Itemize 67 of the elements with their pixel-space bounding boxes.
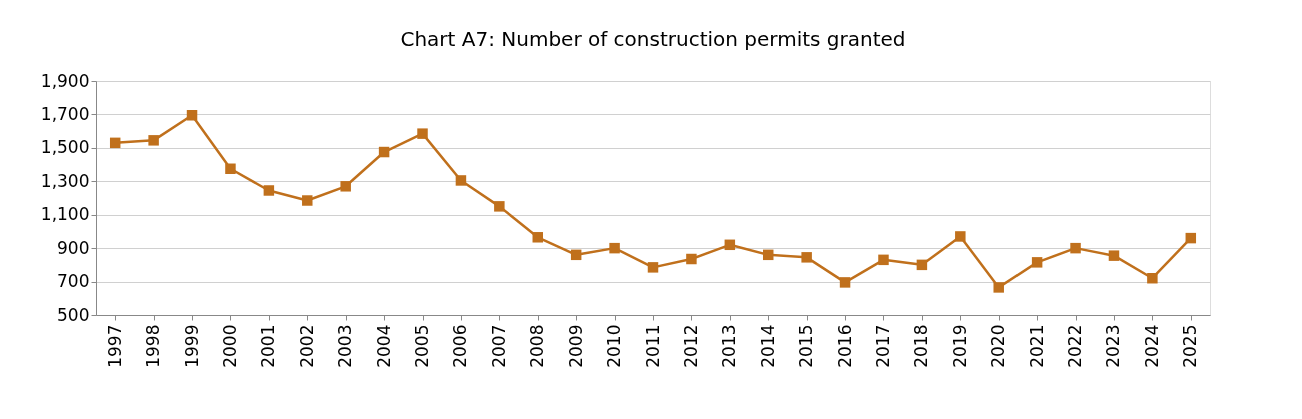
- x-tick-label: 2006: [450, 324, 471, 368]
- point: [340, 181, 351, 192]
- x-tick-label: 2005: [412, 324, 433, 368]
- point: [878, 254, 889, 266]
- point: [1108, 250, 1120, 261]
- y-tick-label: 1,700: [40, 103, 90, 124]
- point: [839, 277, 851, 288]
- point: [1070, 242, 1081, 254]
- x-tick-label: 2017: [872, 324, 893, 368]
- x-tick-label: 1998: [143, 324, 164, 368]
- y-tick-label: 700: [57, 271, 90, 292]
- point: [993, 282, 1004, 293]
- point: [263, 185, 275, 196]
- point: [109, 137, 121, 149]
- point: [532, 232, 543, 243]
- point: [570, 249, 582, 261]
- point: [916, 259, 928, 271]
- y-tick-label: 1,300: [40, 170, 90, 191]
- point: [647, 262, 659, 273]
- point: [801, 252, 812, 263]
- x-tick-label: 2023: [1103, 324, 1124, 368]
- x-tick-label: 2015: [796, 324, 817, 368]
- point: [378, 146, 390, 158]
- y-tick-label: 500: [57, 304, 90, 325]
- y-tick-label: 1,500: [40, 137, 90, 158]
- point: [148, 135, 159, 146]
- x-tick-label: 2004: [373, 324, 394, 368]
- x-tick-label: 2001: [258, 324, 279, 368]
- point: [1031, 257, 1043, 268]
- point: [186, 110, 198, 121]
- point: [1147, 272, 1158, 284]
- x-tick-label: 2007: [488, 324, 509, 368]
- y-tick-label: 1,100: [40, 204, 90, 225]
- point: [302, 195, 313, 206]
- y-tick-label: 900: [57, 237, 90, 258]
- point: [609, 242, 620, 254]
- point: [724, 239, 736, 251]
- x-tick-label: 2019: [949, 324, 970, 368]
- x-tick-label: 2020: [988, 324, 1009, 368]
- point: [455, 175, 467, 186]
- x-tick-label: 2002: [296, 324, 317, 368]
- x-tick-label: 2013: [719, 324, 740, 368]
- point: [686, 253, 697, 265]
- x-tick-label: 2018: [911, 324, 932, 368]
- x-tick-label: 1999: [181, 324, 202, 368]
- chart-title: Chart A7: Number of construction permits granted: [400, 27, 906, 51]
- x-tick-label: 2016: [834, 324, 855, 368]
- point: [1185, 232, 1197, 244]
- x-tick-label: 2010: [604, 324, 625, 368]
- point: [955, 231, 966, 242]
- x-tick-label: 2008: [527, 324, 548, 368]
- point: [763, 249, 774, 261]
- x-tick-label: 2003: [335, 324, 356, 368]
- x-tick-label: 2009: [565, 324, 586, 368]
- y-tick-label: 1,900: [40, 70, 90, 91]
- x-tick-label: 2022: [1065, 324, 1086, 368]
- point: [494, 201, 505, 212]
- x-tick-label: 2000: [219, 324, 240, 368]
- x-tick-label: 2014: [757, 324, 778, 368]
- x-tick-label: 1997: [104, 324, 125, 368]
- x-tick-label: 2021: [1026, 324, 1047, 368]
- x-tick-label: 2025: [1180, 324, 1201, 368]
- point: [225, 163, 236, 174]
- x-tick-label: 2011: [642, 324, 663, 368]
- x-tick-label: 2024: [1141, 324, 1162, 368]
- point: [417, 128, 428, 139]
- x-tick-label: 2012: [680, 324, 701, 368]
